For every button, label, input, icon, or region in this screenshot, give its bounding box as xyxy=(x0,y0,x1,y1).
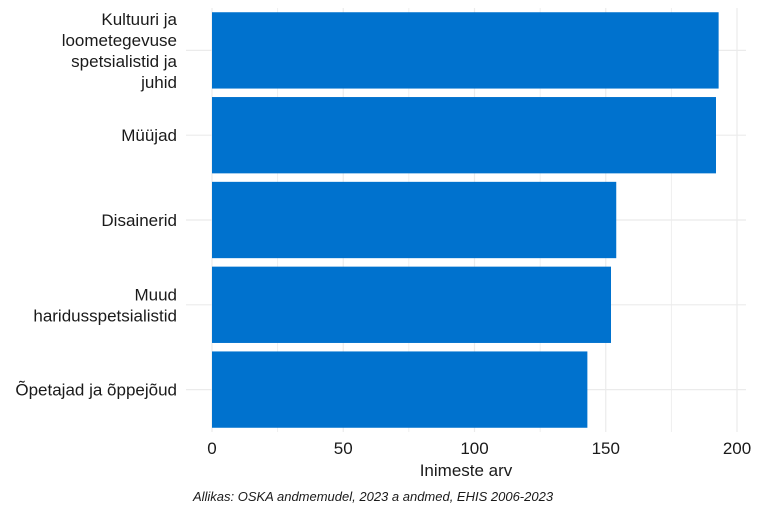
category-label: Müüjad xyxy=(121,126,177,145)
bar xyxy=(212,181,617,259)
x-tick-label: 100 xyxy=(460,439,488,458)
category-labels: Kultuuri ja loometegevuse spetsialistid ja… xyxy=(15,10,177,400)
bar xyxy=(212,97,716,174)
x-tick-label: 50 xyxy=(334,439,353,458)
bar xyxy=(212,351,588,428)
category-label: Õpetajad ja õppejõud xyxy=(15,381,177,400)
x-tick-label: 200 xyxy=(723,439,751,458)
x-tick-labels: 0 50 100 150 200 xyxy=(207,439,751,458)
bar xyxy=(212,12,719,89)
source-caption: Allikas: OSKA andmemudel, 2023 a andmed,… xyxy=(192,489,554,504)
x-tick-label: 150 xyxy=(592,439,620,458)
category-label: Muud haridusspetsialistid xyxy=(33,285,177,325)
bars xyxy=(212,12,719,428)
category-label: Disainerid xyxy=(101,211,177,230)
x-axis-title: Inimeste arv xyxy=(420,461,513,480)
x-tick-label: 0 xyxy=(207,439,216,458)
bar xyxy=(212,266,611,343)
category-label: Kultuuri ja loometegevuse spetsialistid ja… xyxy=(62,10,178,92)
